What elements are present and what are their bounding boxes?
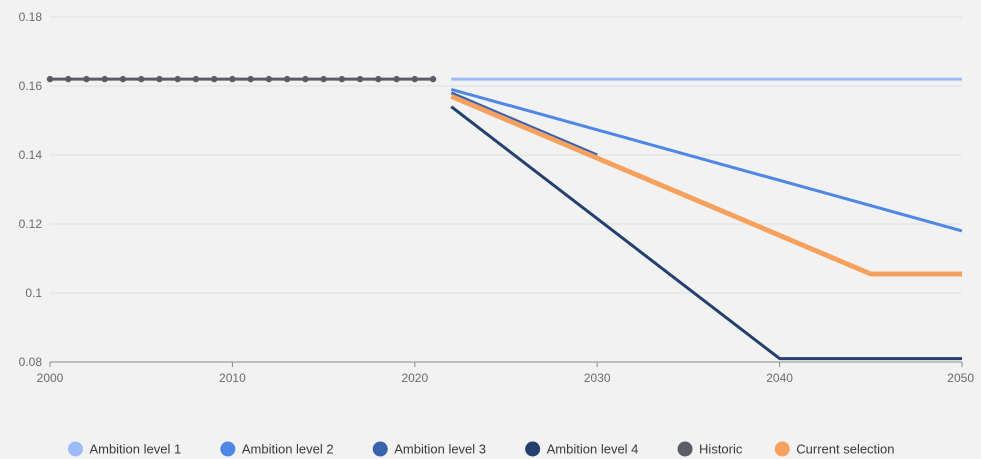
- y-tick-label: 0.14: [19, 148, 43, 162]
- legend-marker-ambition-level-2: [220, 441, 236, 457]
- data-point-historic: [101, 75, 108, 83]
- data-point-historic: [229, 75, 236, 83]
- legend-item-ambition-level-1[interactable]: Ambition level 1: [67, 441, 181, 457]
- series-line-ambition-level-4: [450, 105, 962, 361]
- legend-label: Ambition level 2: [242, 442, 334, 457]
- data-point-historic: [83, 75, 90, 83]
- legend-label: Historic: [699, 442, 743, 457]
- data-point-historic: [283, 75, 291, 83]
- y-tick-label: 0.12: [19, 217, 43, 231]
- series-line-current-selection: [450, 93, 962, 277]
- data-point-historic: [356, 75, 364, 83]
- x-tick-label: 2050: [947, 371, 974, 385]
- data-point-historic: [156, 75, 163, 83]
- data-point-historic: [174, 75, 181, 83]
- data-point-historic: [411, 75, 418, 83]
- data-point-historic: [393, 75, 400, 83]
- data-point-historic: [46, 75, 54, 83]
- series-line-ambition-level-2: [450, 87, 963, 233]
- series-line-ambition-level-3: [450, 91, 598, 157]
- data-point-historic: [247, 75, 254, 83]
- legend: Ambition level 1 Ambition level 2 Ambition…: [67, 441, 895, 457]
- x-tick-label: 2030: [584, 371, 611, 385]
- data-point-historic: [192, 75, 200, 83]
- legend-marker-ambition-level-4: [525, 441, 541, 457]
- legend-label: Ambition level 4: [547, 442, 639, 457]
- data-point-historic: [320, 75, 327, 83]
- axis-layer: 0.08 0.1 0.12 0.14 0.16 0.18 2000 2010 2020 2030 2…: [19, 10, 975, 385]
- data-point-historic: [302, 75, 309, 83]
- legend-item-ambition-level-3[interactable]: Ambition level 3: [372, 441, 486, 457]
- legend-item-historic[interactable]: Historic: [677, 441, 743, 457]
- x-tick-label: 2040: [766, 371, 793, 385]
- data-point-historic: [375, 75, 382, 83]
- legend-label: Ambition level 1: [89, 442, 181, 457]
- legend-marker-current-selection: [774, 441, 790, 457]
- x-tick-label: 2000: [37, 371, 64, 385]
- x-tick-label: 2020: [401, 371, 428, 385]
- legend-item-ambition-level-4[interactable]: Ambition level 4: [525, 441, 639, 457]
- data-point-historic: [265, 75, 273, 83]
- y-tick-label: 0.1: [25, 286, 42, 300]
- legend-label: Ambition level 3: [394, 442, 486, 457]
- y-tick-label: 0.16: [19, 79, 43, 93]
- data-point-historic: [338, 75, 346, 83]
- data-point-historic: [429, 75, 437, 83]
- legend-item-ambition-level-2[interactable]: Ambition level 2: [220, 441, 334, 457]
- legend-marker-ambition-level-1: [67, 441, 83, 457]
- series-layer: [46, 75, 963, 361]
- legend-marker-historic: [677, 441, 693, 457]
- y-tick-label: 0.18: [19, 10, 43, 24]
- data-point-historic: [138, 75, 145, 83]
- legend-marker-ambition-level-3: [372, 441, 388, 457]
- y-tick-label: 0.08: [19, 355, 43, 369]
- data-point-historic: [65, 75, 72, 83]
- legend-label: Current selection: [796, 442, 894, 457]
- data-point-historic: [119, 75, 127, 83]
- data-point-historic: [210, 75, 218, 83]
- legend-item-current-selection[interactable]: Current selection: [774, 441, 895, 457]
- x-tick-label: 2010: [219, 371, 246, 385]
- grid-layer: [50, 16, 962, 294]
